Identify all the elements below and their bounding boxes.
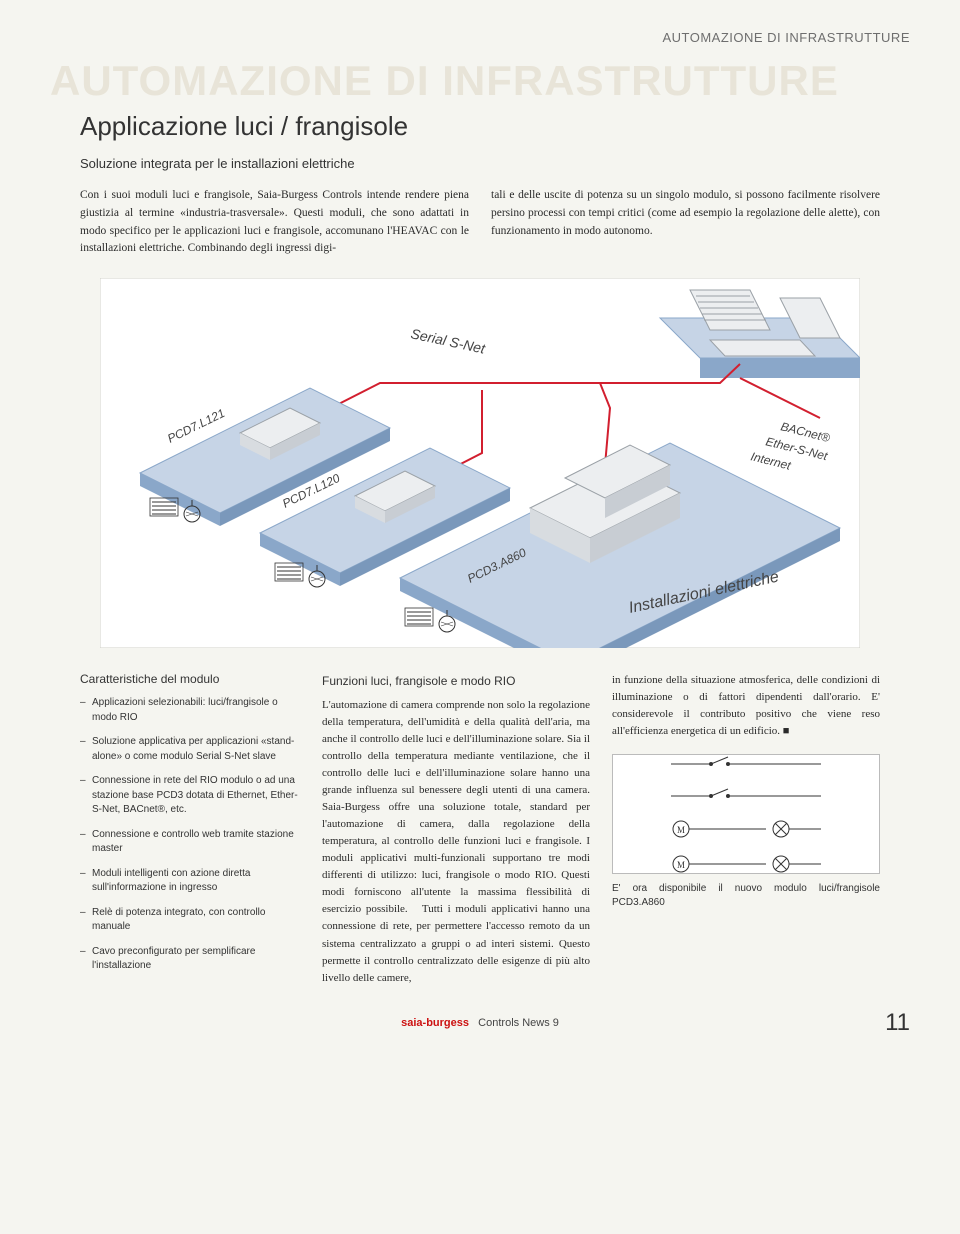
- functions-heading: Funzioni luci, frangisole e modo RIO: [322, 672, 590, 691]
- feature-heading: Caratteristiche del modulo: [80, 672, 300, 686]
- feature-item: Moduli intelligenti con azione diretta s…: [80, 867, 300, 896]
- page-number: 11: [885, 1009, 910, 1037]
- intro-left: Con i suoi moduli luci e frangisole, Sai…: [80, 187, 469, 258]
- functions-column: Funzioni luci, frangisole e modo RIO L'a…: [322, 672, 590, 986]
- svg-text:M: M: [677, 860, 685, 870]
- motor-row-2: M: [666, 853, 826, 874]
- switch-row-2: [666, 787, 826, 804]
- feature-item: Applicazioni selezionabili: luci/frangis…: [80, 696, 300, 725]
- feature-item: Connessione in rete del RIO modulo o ad …: [80, 774, 300, 818]
- footer-brand: saia-burgess: [401, 1017, 469, 1029]
- page-title: Applicazione luci / frangisole: [80, 111, 910, 142]
- feature-item: Cavo preconfigurato per semplificare l'i…: [80, 945, 300, 974]
- module-schematic: M M: [612, 754, 880, 874]
- footer-text: saia-burgess Controls News 9: [401, 1017, 559, 1029]
- svg-text:M: M: [677, 825, 685, 835]
- feature-box: Caratteristiche del modulo Applicazioni …: [80, 672, 300, 986]
- schematic-caption: E' ora disponibile il nuovo modulo luci/…: [612, 882, 880, 910]
- page-footer: saia-burgess Controls News 9 11: [50, 1017, 910, 1029]
- switch-row-1: [666, 755, 826, 772]
- feature-list: Applicazioni selezionabili: luci/frangis…: [80, 696, 300, 974]
- motor-row-1: M: [666, 818, 826, 839]
- background-title: AUTOMAZIONE DI INFRASTRUTTURE: [50, 57, 910, 105]
- main-diagram: Serial S-Net PCD7.L121 PCD7.L120: [80, 278, 880, 648]
- footer-publication: Controls News 9: [478, 1017, 559, 1029]
- page-subtitle: Soluzione integrata per le installazioni…: [80, 156, 910, 171]
- functions-body: L'automazione di camera comprende non so…: [322, 697, 590, 987]
- bottom-columns: Caratteristiche del modulo Applicazioni …: [80, 672, 880, 986]
- header-category: AUTOMAZIONE DI INFRASTRUTTURE: [50, 30, 910, 45]
- feature-item: Connessione e controllo web tramite staz…: [80, 828, 300, 857]
- intro-columns: Con i suoi moduli luci e frangisole, Sai…: [80, 187, 880, 258]
- network-diagram-svg: Serial S-Net PCD7.L121 PCD7.L120: [100, 278, 860, 648]
- feature-item: Soluzione applicativa per applicazioni «…: [80, 735, 300, 764]
- intro-right: tali e delle uscite di potenza su un sin…: [491, 187, 880, 258]
- feature-item: Relè di potenza integrato, con controllo…: [80, 906, 300, 935]
- right-body: in funzione della situazione atmosferica…: [612, 672, 880, 740]
- right-column: in funzione della situazione atmosferica…: [612, 672, 880, 986]
